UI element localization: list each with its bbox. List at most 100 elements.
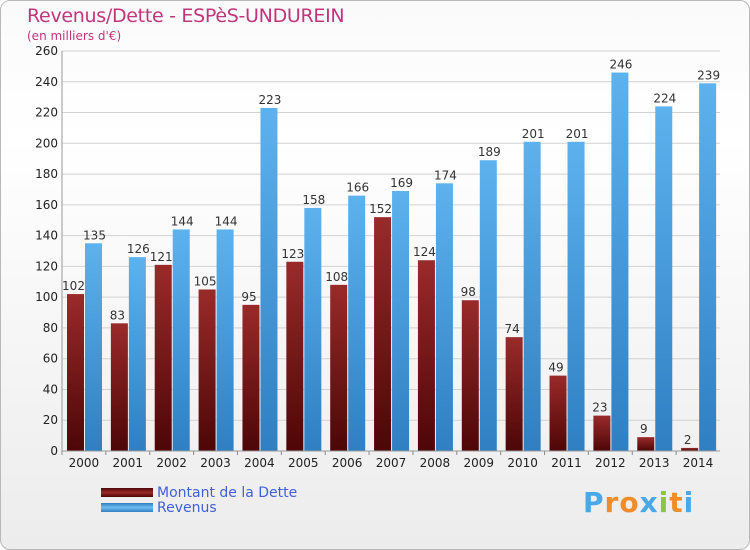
bar-revenus <box>304 207 322 451</box>
data-label-revenus: 246 <box>609 58 632 72</box>
bar-revenus <box>655 106 673 451</box>
x-tick-label: 2002 <box>156 456 187 470</box>
x-tick-label: 2004 <box>244 456 275 470</box>
data-label-dette: 121 <box>150 250 173 264</box>
x-tick-label: 2001 <box>113 456 144 470</box>
data-label-revenus: 174 <box>434 168 457 182</box>
y-tick-label: 220 <box>35 106 58 120</box>
data-label-revenus: 169 <box>390 176 413 190</box>
data-label-revenus: 201 <box>566 127 589 141</box>
legend-label-revenus: Revenus <box>157 499 217 516</box>
data-label-revenus: 166 <box>346 181 369 195</box>
y-tick-label: 140 <box>35 229 58 243</box>
bar-dette <box>154 264 172 451</box>
bar-dette <box>242 304 260 451</box>
bar-revenus <box>435 183 453 452</box>
data-label-dette: 49 <box>548 361 563 375</box>
y-tick-label: 80 <box>43 321 58 335</box>
bar-dette <box>681 447 699 451</box>
logo-letter: x <box>639 486 659 519</box>
bar-dette <box>67 294 84 451</box>
x-tick-label: 2007 <box>376 456 407 470</box>
bar-dette <box>286 261 304 451</box>
logo-letter: i <box>683 486 695 519</box>
data-label-revenus: 135 <box>83 228 106 242</box>
data-label-revenus: 126 <box>127 242 150 256</box>
bar-revenus <box>479 160 497 451</box>
legend: Montant de la Dette Revenus <box>101 484 298 516</box>
y-tick-label: 0 <box>50 444 58 458</box>
data-label-revenus: 201 <box>522 127 545 141</box>
y-tick-label: 120 <box>35 259 58 273</box>
bar-revenus <box>85 243 102 451</box>
y-tick-label: 180 <box>35 167 58 181</box>
x-tick-label: 2014 <box>683 456 714 470</box>
data-label-revenus: 189 <box>478 145 501 159</box>
bar-revenus <box>216 229 234 451</box>
x-tick-label: 2006 <box>332 456 363 470</box>
data-label-dette: 152 <box>369 202 392 216</box>
bar-dette <box>374 217 392 451</box>
y-tick-label: 100 <box>35 290 58 304</box>
data-label-dette: 108 <box>325 270 348 284</box>
data-label-dette: 124 <box>413 245 436 259</box>
bar-revenus <box>523 141 541 451</box>
axes: 0 20 40 60 80 100 120 140 160 180 200 220 240 260 2000… <box>35 44 720 470</box>
bar-dette <box>593 415 611 451</box>
bar-dette <box>505 337 523 451</box>
y-tick-label: 40 <box>43 382 58 396</box>
logo-letter: o <box>619 486 640 519</box>
y-tick-label: 200 <box>35 136 58 150</box>
bars <box>67 72 717 452</box>
data-label-dette: 2 <box>684 433 692 447</box>
data-label-revenus: 144 <box>215 214 238 228</box>
x-tick-label: 2012 <box>595 456 626 470</box>
bar-dette <box>330 284 348 451</box>
bar-dette <box>549 375 567 451</box>
logo-letter: t <box>669 486 684 519</box>
data-labels: 1021358312612114410514495223123158108166… <box>62 58 720 447</box>
legend-item-revenus: Revenus <box>101 499 297 516</box>
data-label-dette: 83 <box>110 308 125 322</box>
y-tick-label: 20 <box>43 413 58 427</box>
bar-revenus <box>567 141 585 451</box>
data-label-dette: 9 <box>640 422 648 436</box>
data-label-dette: 23 <box>592 401 607 415</box>
x-tick-label: 2008 <box>420 456 451 470</box>
x-tick-label: 2009 <box>463 456 494 470</box>
bar-revenus <box>172 229 190 451</box>
proxiti-logo: Proxiti <box>583 486 694 519</box>
chart-subtitle: (en milliers d'€) <box>27 29 122 43</box>
y-tick-label: 160 <box>35 198 58 212</box>
legend-label-debt: Montant de la Dette <box>157 484 298 501</box>
data-label-dette: 98 <box>461 285 476 299</box>
bar-revenus <box>611 72 629 452</box>
legend-item-debt: Montant de la Dette <box>101 484 298 501</box>
data-label-dette: 95 <box>241 290 256 304</box>
chart-title: Revenus/Dette - ESPèS-UNDUREIN <box>27 5 345 27</box>
bar-dette <box>461 300 479 451</box>
x-tick-label: 2013 <box>639 456 670 470</box>
x-tick-label: 2000 <box>69 456 100 470</box>
logo-letter: r <box>604 486 620 519</box>
data-label-dette: 102 <box>62 279 85 293</box>
bar-revenus <box>128 257 146 451</box>
data-label-revenus: 224 <box>653 91 676 105</box>
data-label-revenus: 223 <box>259 93 282 107</box>
data-label-revenus: 239 <box>697 68 720 82</box>
bar-revenus <box>260 107 278 451</box>
x-tick-label: 2005 <box>288 456 319 470</box>
bar-dette <box>417 260 435 451</box>
y-tick-label: 260 <box>35 44 58 58</box>
y-tick-label: 240 <box>35 75 58 89</box>
data-label-revenus: 158 <box>302 193 325 207</box>
logo-letter: i <box>658 486 670 519</box>
bar-dette <box>198 289 216 451</box>
x-tick-label: 2010 <box>507 456 538 470</box>
legend-swatch-revenus <box>101 503 153 512</box>
logo-letter: P <box>583 486 605 519</box>
x-tick-label: 2003 <box>200 456 231 470</box>
bar-revenus <box>392 191 410 451</box>
